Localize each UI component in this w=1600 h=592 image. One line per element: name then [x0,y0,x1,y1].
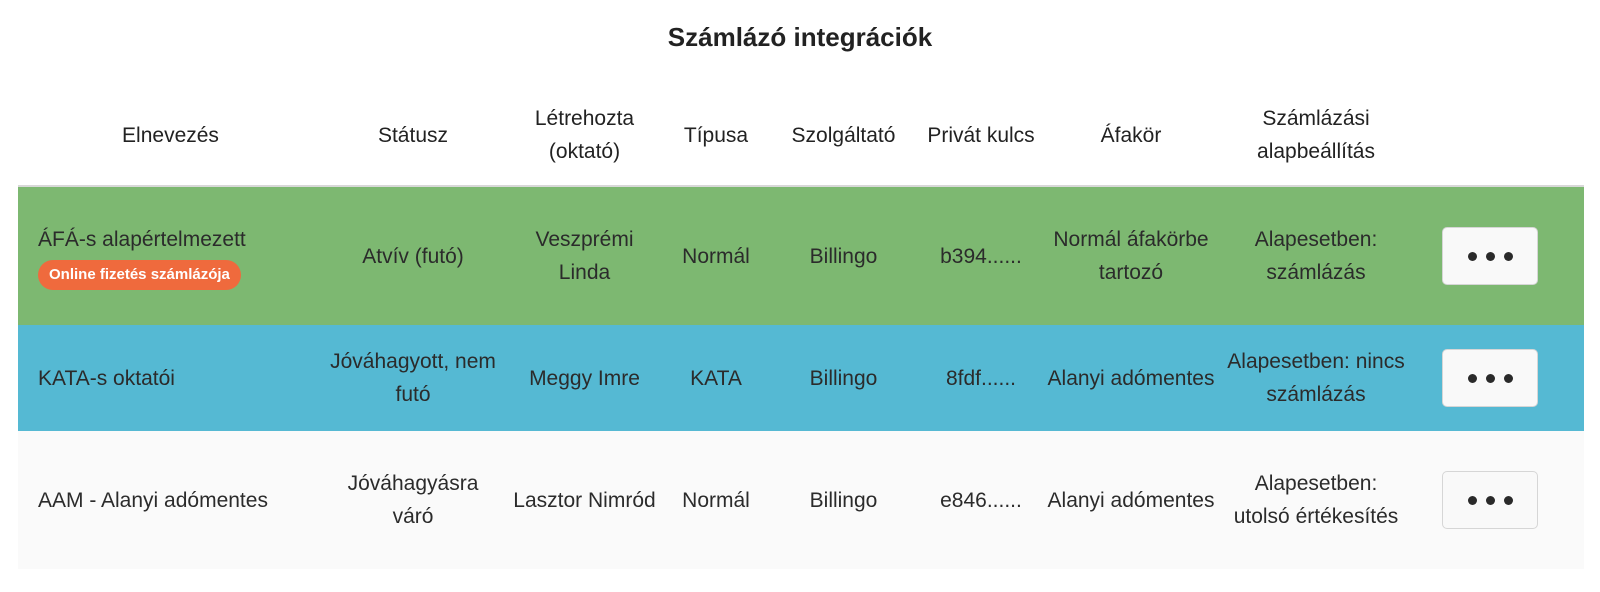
cell-status: Jóváhagyott, nem futó [330,350,496,406]
row-actions-button[interactable] [1442,471,1538,529]
integration-name: AAM - Alanyi adómentes [38,488,268,512]
column-header-vat[interactable]: Áfakör [1100,123,1162,147]
cell-name: AAM - Alanyi adómentes [18,484,323,517]
cell-provider: Billingo [809,244,878,268]
cell-default: Alapesetben: utolsó értékesítés [1233,472,1399,528]
column-header-name[interactable]: Elnevezés [122,123,219,147]
cell-private-key: b394...... [940,244,1022,268]
row-actions-button[interactable] [1442,227,1538,285]
cell-status: Atvív (futó) [362,244,464,268]
cell-default: Alapesetben: nincs számlázás [1227,350,1405,406]
cell-name: ÁFÁ-s alapértelmezett Online fizetés szá… [18,223,323,290]
more-horizontal-icon [1467,495,1513,505]
cell-vat: Normál áfakörbe tartozó [1053,228,1209,284]
cell-type: Normál [682,244,750,268]
cell-private-key: 8fdf...... [945,366,1017,390]
table-row[interactable]: AAM - Alanyi adómentes Jóváhagyásra váró… [18,431,1584,569]
column-header-type[interactable]: Típusa [683,123,749,147]
integrations-table: Elnevezés Státusz Létrehozta (oktató) Tí… [18,85,1584,569]
cell-status: Jóváhagyásra váró [347,472,479,528]
column-header-creator[interactable]: Létrehozta (oktató) [534,107,635,163]
page-title: Számlázó integrációk [667,22,933,52]
cell-creator: Meggy Imre [529,366,640,390]
cell-creator: Lasztor Nimród [513,488,656,512]
cell-provider: Billingo [809,366,878,390]
table-row[interactable]: ÁFÁ-s alapértelmezett Online fizetés szá… [18,187,1584,325]
more-horizontal-icon [1467,251,1513,261]
cell-default: Alapesetben: számlázás [1254,228,1378,284]
cell-private-key: e846...... [940,488,1022,512]
integration-name: ÁFÁ-s alapértelmezett [38,227,246,251]
cell-actions [1411,471,1584,529]
cell-provider: Billingo [809,488,878,512]
cell-creator: Veszprémi Linda [535,228,634,284]
more-horizontal-icon [1467,373,1513,383]
table-row[interactable]: KATA-s oktatói Jóváhagyott, nem futó Meg… [18,325,1584,431]
column-header-provider[interactable]: Szolgáltató [791,123,896,147]
cell-type: Normál [682,488,750,512]
cell-vat: Alanyi adómentes [1047,488,1215,512]
cell-type: KATA [690,366,742,390]
column-header-private-key[interactable]: Privát kulcs [927,123,1035,147]
cell-actions [1411,349,1584,407]
row-actions-button[interactable] [1442,349,1538,407]
column-header-default[interactable]: Számlázási alapbeállítás [1257,107,1375,163]
table-header: Elnevezés Státusz Létrehozta (oktató) Tí… [18,85,1584,187]
cell-actions [1411,227,1584,285]
cell-vat: Alanyi adómentes [1047,366,1215,390]
integration-name: KATA-s oktatói [38,366,175,390]
cell-name: KATA-s oktatói [18,362,323,395]
online-payment-badge: Online fizetés számlázója [38,259,241,290]
column-header-status[interactable]: Státusz [377,123,449,147]
